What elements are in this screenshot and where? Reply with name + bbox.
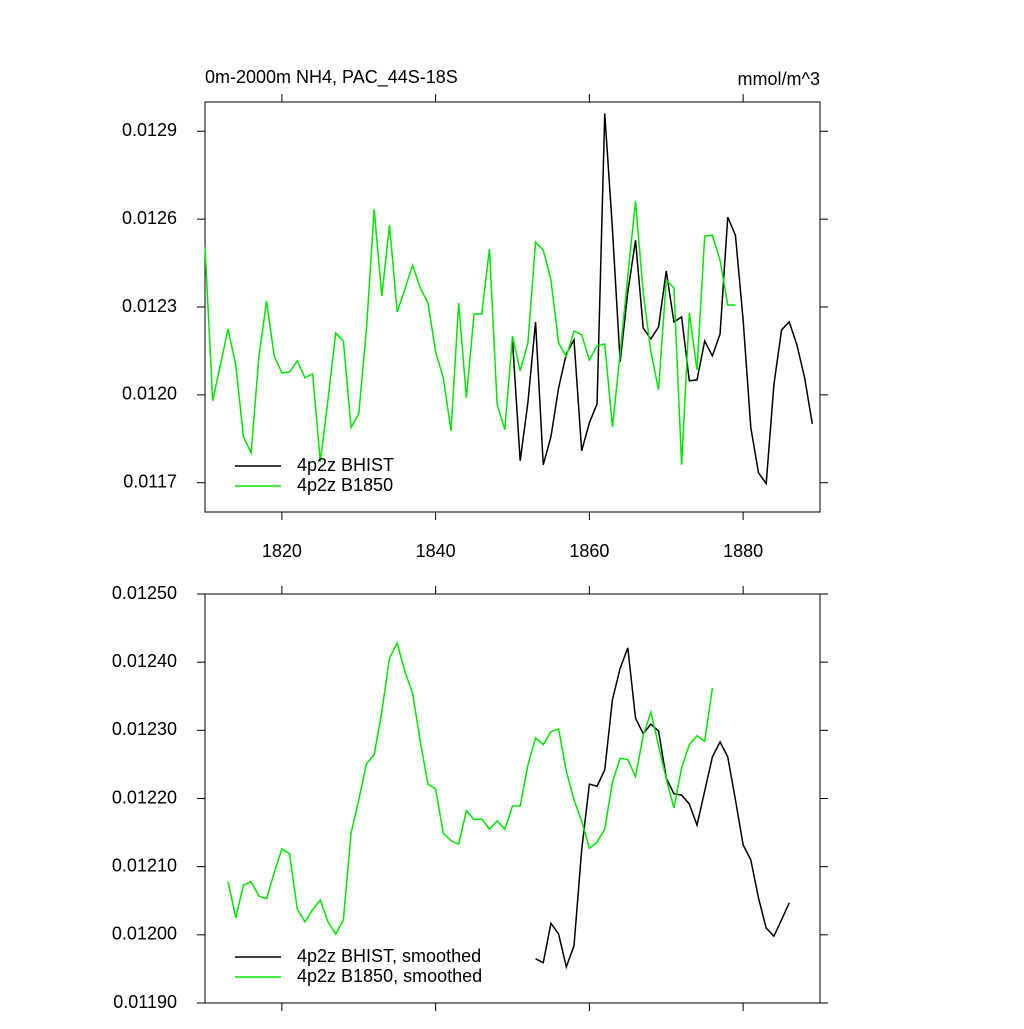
- legend-label: 4p2z B1850, smoothed: [297, 966, 482, 986]
- y-tick-label: 0.0120: [122, 384, 177, 404]
- y-tick-label: 0.0129: [122, 120, 177, 140]
- series-line: [227, 641, 714, 936]
- plot-frame: [204, 101, 821, 513]
- legend-label: 4p2z BHIST: [297, 455, 394, 475]
- chart-title: 0m-2000m NH4, PAC_44S-18S: [205, 67, 458, 88]
- x-tick-label: 1820: [262, 541, 302, 561]
- plot-frame: [204, 593, 821, 1004]
- y-tick-label: 0.01190: [113, 992, 177, 1012]
- y-tick-label: 0.0126: [122, 208, 177, 228]
- series-line: [511, 113, 814, 486]
- units-label: mmol/m^3: [738, 69, 820, 89]
- x-tick-label: 1840: [416, 541, 456, 561]
- x-tick-label: 1880: [723, 541, 763, 561]
- series-line: [204, 201, 736, 465]
- y-tick-label: 0.01230: [112, 719, 177, 739]
- y-tick-label: 0.0117: [123, 471, 177, 491]
- y-tick-label: 0.0123: [122, 296, 177, 316]
- legend-label: 4p2z BHIST, smoothed: [297, 946, 481, 966]
- y-tick-label: 0.01240: [112, 651, 177, 671]
- x-tick-label: 1860: [569, 541, 609, 561]
- y-tick-label: 0.01210: [112, 855, 177, 875]
- series-line: [535, 647, 790, 970]
- y-tick-label: 0.01200: [112, 924, 177, 944]
- y-tick-label: 0.01250: [112, 583, 177, 603]
- y-tick-label: 0.01220: [112, 787, 177, 807]
- legend-label: 4p2z B1850: [297, 475, 393, 495]
